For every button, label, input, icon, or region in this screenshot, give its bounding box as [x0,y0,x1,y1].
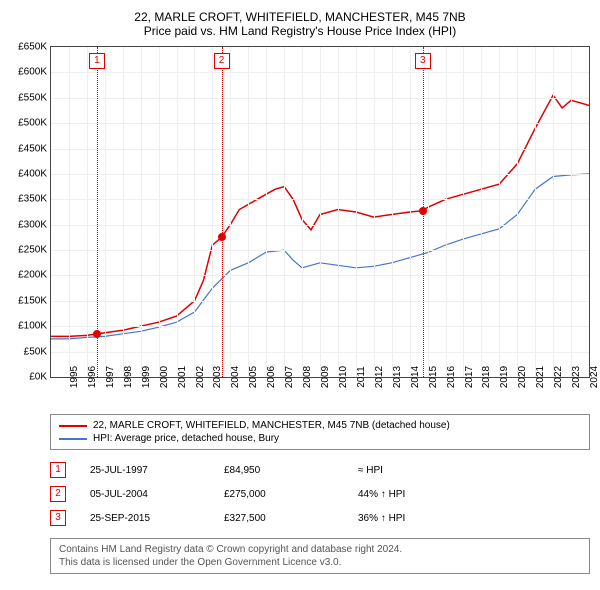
legend-row: 22, MARLE CROFT, WHITEFIELD, MANCHESTER,… [59,419,581,432]
event-row: 2 05-JUL-2004 £275,000 44% ↑ HPI [50,482,590,506]
event-marker-box: 2 [214,53,230,69]
grid-line-v [69,47,70,377]
grid-line-v [356,47,357,377]
y-axis-label: £650K [18,42,51,53]
y-axis-label: £600K [18,67,51,78]
grid-line-v [212,47,213,377]
event-hpi-relation: 36% ↑ HPI [358,513,468,524]
grid-line-v [392,47,393,377]
grid-line-v [446,47,447,377]
event-point [93,330,101,338]
grid-line-v [123,47,124,377]
event-marker-line [222,47,223,377]
grid-line-v [141,47,142,377]
y-axis-label: £450K [18,143,51,154]
event-date: 25-JUL-1997 [90,465,200,476]
y-axis-label: £550K [18,92,51,103]
event-marker-box: 3 [415,53,431,69]
y-axis-label: £100K [18,321,51,332]
grid-line-v [428,47,429,377]
legend-label: 22, MARLE CROFT, WHITEFIELD, MANCHESTER,… [93,420,450,431]
grid-line-v [463,47,464,377]
grid-line-v [230,47,231,377]
grid-line-v [266,47,267,377]
footer-line-1: Contains HM Land Registry data © Crown c… [59,543,581,556]
y-axis-label: £400K [18,168,51,179]
grid-line-v [177,47,178,377]
legend: 22, MARLE CROFT, WHITEFIELD, MANCHESTER,… [50,414,590,450]
event-number: 1 [50,462,66,478]
legend-swatch [59,438,87,440]
event-price: £275,000 [224,489,334,500]
event-point [218,233,226,241]
grid-line-v [499,47,500,377]
event-point [419,207,427,215]
event-date: 05-JUL-2004 [90,489,200,500]
grid-line-v [481,47,482,377]
grid-line-v [410,47,411,377]
grid-line-v [302,47,303,377]
grid-line-v [374,47,375,377]
event-marker-box: 1 [89,53,105,69]
x-axis-label: 2025 [589,366,600,388]
legend-swatch [59,425,87,427]
legend-label: HPI: Average price, detached house, Bury [93,433,279,444]
event-hpi-relation: ≈ HPI [358,465,468,476]
y-axis-label: £200K [18,270,51,281]
y-axis-label: £350K [18,194,51,205]
grid-line-v [535,47,536,377]
y-axis-label: £0K [29,372,51,383]
grid-line-v [87,47,88,377]
page-title-sub: Price paid vs. HM Land Registry's House … [10,24,590,38]
grid-line-v [248,47,249,377]
y-axis-label: £500K [18,118,51,129]
grid-line-v [105,47,106,377]
grid-line-v [553,47,554,377]
event-number: 3 [50,510,66,526]
event-date: 25-SEP-2015 [90,513,200,524]
event-marker-line [97,47,98,377]
grid-line-v [571,47,572,377]
price-chart: £0K£50K£100K£150K£200K£250K£300K£350K£40… [50,46,590,378]
legend-row: HPI: Average price, detached house, Bury [59,432,581,445]
grid-line-v [320,47,321,377]
y-axis-label: £50K [24,346,51,357]
y-axis-label: £250K [18,245,51,256]
event-price: £327,500 [224,513,334,524]
grid-line-v [194,47,195,377]
event-row: 1 25-JUL-1997 £84,950 ≈ HPI [50,458,590,482]
event-price: £84,950 [224,465,334,476]
y-axis-label: £300K [18,219,51,230]
event-row: 3 25-SEP-2015 £327,500 36% ↑ HPI [50,506,590,530]
y-axis-label: £150K [18,295,51,306]
grid-line-v [159,47,160,377]
footer-attribution: Contains HM Land Registry data © Crown c… [50,538,590,574]
grid-line-v [284,47,285,377]
grid-line-v [338,47,339,377]
event-number: 2 [50,486,66,502]
event-hpi-relation: 44% ↑ HPI [358,489,468,500]
page-title-address: 22, MARLE CROFT, WHITEFIELD, MANCHESTER,… [10,10,590,24]
footer-line-2: This data is licensed under the Open Gov… [59,556,581,569]
grid-line-v [517,47,518,377]
events-table: 1 25-JUL-1997 £84,950 ≈ HPI 2 05-JUL-2004 £275… [50,458,590,530]
